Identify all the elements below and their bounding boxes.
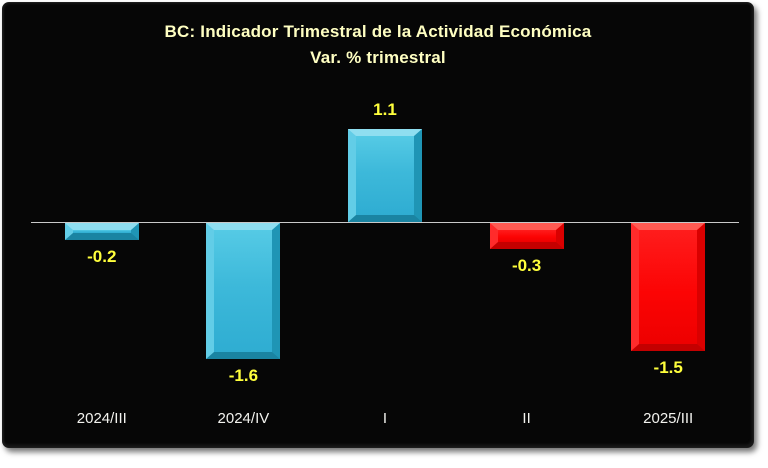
chart-title: BC: Indicador Trimestral de la Actividad… xyxy=(164,22,592,41)
value-label: -0.3 xyxy=(511,255,542,275)
value-label: -1.5 xyxy=(653,357,683,377)
chart-window: BC: Indicador Trimestral de la Actividad… xyxy=(2,2,754,448)
x-tick-label: 2024/IV xyxy=(217,410,270,427)
chart-subtitle: Var. % trimestral xyxy=(310,48,446,67)
plot-area: -0.2 2024/III -1.6 2024/IV 1.1 I -0.3 II -1.5 202… xyxy=(31,3,739,443)
title-block: BC: Indicador Trimestral de la Actividad… xyxy=(3,19,753,71)
x-tick-label: 2024/III xyxy=(76,410,127,427)
x-tick-label: II xyxy=(522,410,531,427)
x-tick-label: 2025/III xyxy=(643,410,694,427)
value-label: 1.1 xyxy=(373,99,397,119)
bar-i xyxy=(348,128,422,222)
zero-baseline xyxy=(31,222,739,223)
bar-2025-iii xyxy=(631,223,706,351)
bar-ii xyxy=(489,223,564,249)
value-label: -1.6 xyxy=(228,366,259,385)
bar-2024-iii xyxy=(64,223,139,240)
x-tick-label: I xyxy=(382,410,388,427)
value-label: -0.2 xyxy=(87,247,117,266)
bar-2024-iv xyxy=(206,223,281,359)
